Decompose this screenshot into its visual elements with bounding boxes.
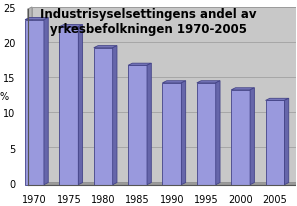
- Polygon shape: [28, 7, 32, 185]
- Polygon shape: [128, 63, 151, 65]
- Text: 20: 20: [3, 39, 16, 49]
- Polygon shape: [231, 88, 255, 90]
- Polygon shape: [231, 90, 250, 185]
- Text: 2000: 2000: [228, 195, 253, 205]
- Text: 1990: 1990: [160, 195, 184, 205]
- Polygon shape: [266, 100, 285, 185]
- Polygon shape: [128, 65, 147, 185]
- Polygon shape: [197, 83, 216, 185]
- Text: Industrisyselsettingens andel av
yrkesbefolkningen 1970-2005: Industrisyselsettingens andel av yrkesbe…: [40, 8, 257, 36]
- Polygon shape: [78, 25, 83, 185]
- Polygon shape: [250, 88, 255, 185]
- Text: 1975: 1975: [56, 195, 81, 205]
- Polygon shape: [25, 20, 44, 185]
- Text: 0: 0: [10, 180, 16, 190]
- Polygon shape: [266, 98, 289, 100]
- Text: 15: 15: [3, 74, 16, 84]
- Text: 25: 25: [3, 4, 16, 14]
- Polygon shape: [94, 48, 113, 185]
- Polygon shape: [59, 25, 83, 27]
- Polygon shape: [181, 81, 186, 185]
- Text: 1985: 1985: [125, 195, 150, 205]
- Polygon shape: [113, 46, 117, 185]
- Polygon shape: [32, 7, 297, 183]
- Polygon shape: [59, 27, 78, 185]
- Text: 5: 5: [9, 145, 16, 154]
- Polygon shape: [44, 18, 48, 185]
- Polygon shape: [28, 183, 297, 185]
- Text: 1980: 1980: [91, 195, 116, 205]
- Polygon shape: [25, 18, 48, 20]
- Polygon shape: [197, 81, 220, 83]
- Polygon shape: [285, 98, 289, 185]
- Polygon shape: [162, 83, 181, 185]
- Text: 2005: 2005: [263, 195, 287, 205]
- Text: 10: 10: [3, 109, 16, 119]
- Text: %: %: [0, 92, 8, 102]
- Text: 1995: 1995: [194, 195, 219, 205]
- Polygon shape: [147, 63, 151, 185]
- Polygon shape: [162, 81, 186, 83]
- Polygon shape: [94, 46, 117, 48]
- Text: 1970: 1970: [22, 195, 47, 205]
- Polygon shape: [216, 81, 220, 185]
